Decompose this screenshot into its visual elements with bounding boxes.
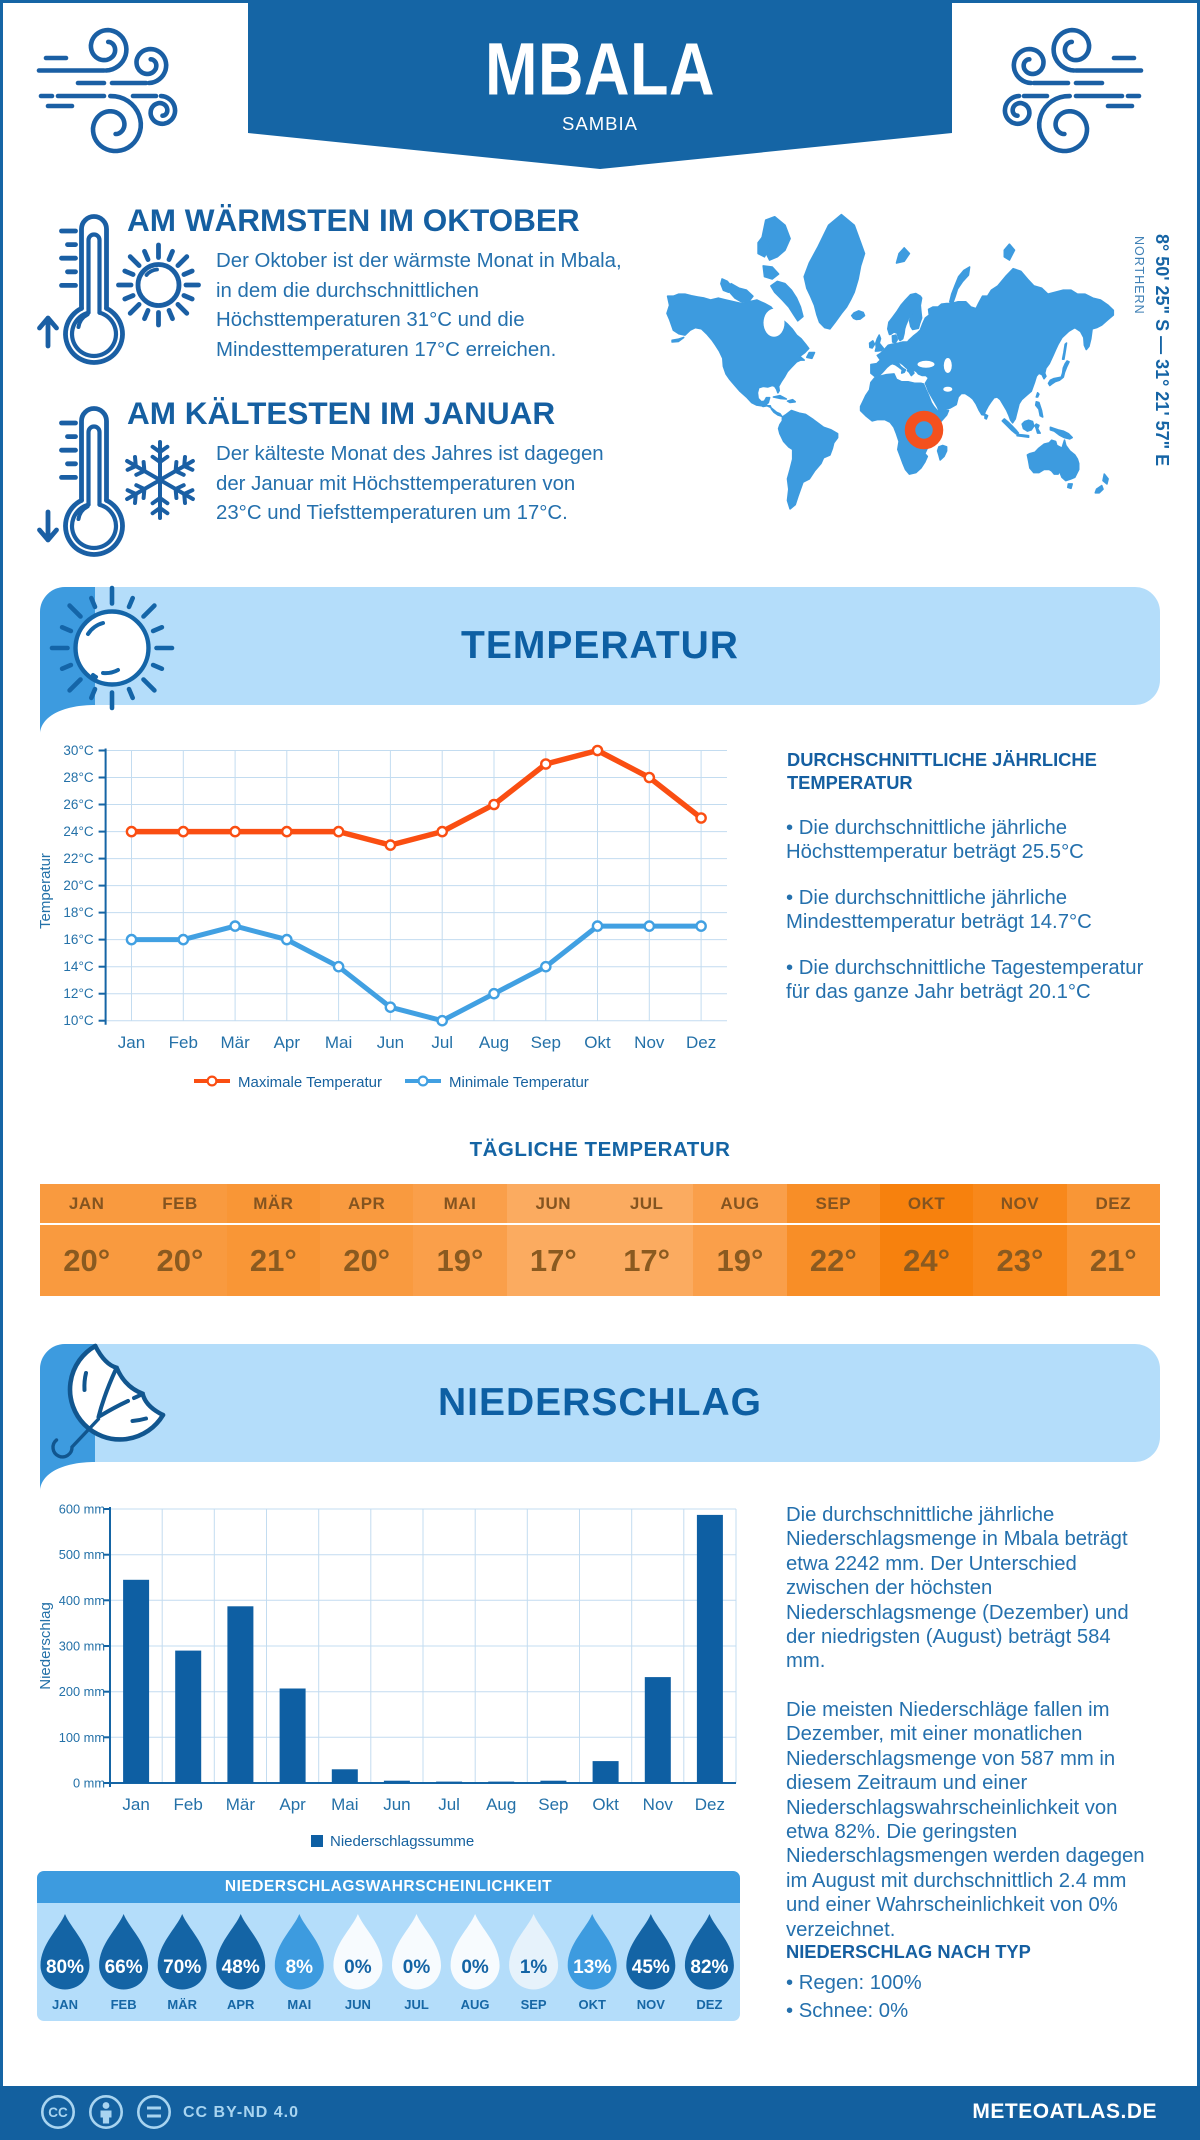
svg-text:Niederschlagssumme: Niederschlagssumme: [330, 1833, 474, 1850]
svg-text:Apr: Apr: [279, 1795, 306, 1814]
svg-text:Mai: Mai: [325, 1033, 352, 1052]
svg-text:0%: 0%: [461, 1957, 489, 1978]
svg-text:MAI: MAI: [287, 1997, 311, 2012]
svg-text:Minimale Temperatur: Minimale Temperatur: [449, 1074, 589, 1091]
svg-text:Jul: Jul: [431, 1033, 453, 1052]
svg-text:JUN: JUN: [345, 1997, 371, 2012]
svg-text:Nov: Nov: [634, 1033, 665, 1052]
svg-text:80%: 80%: [46, 1957, 84, 1978]
svg-text:66%: 66%: [105, 1957, 143, 1978]
svg-text:Okt: Okt: [592, 1795, 619, 1814]
svg-text:SEP: SEP: [521, 1997, 547, 2012]
svg-text:26°C: 26°C: [63, 797, 93, 812]
svg-text:FEB: FEB: [111, 1997, 137, 2012]
svg-text:Aug: Aug: [479, 1033, 509, 1052]
svg-text:0 mm: 0 mm: [73, 1776, 105, 1791]
svg-text:400 mm: 400 mm: [59, 1593, 105, 1608]
svg-text:OKT: OKT: [578, 1997, 606, 2012]
svg-text:10°C: 10°C: [63, 1013, 93, 1028]
svg-text:Jan: Jan: [122, 1795, 149, 1814]
svg-text:600 mm: 600 mm: [59, 1502, 105, 1517]
svg-text:500 mm: 500 mm: [59, 1547, 105, 1562]
svg-text:45%: 45%: [632, 1957, 670, 1978]
svg-text:82%: 82%: [690, 1957, 728, 1978]
svg-text:Sep: Sep: [531, 1033, 561, 1052]
svg-text:100 mm: 100 mm: [59, 1730, 105, 1745]
svg-text:1%: 1%: [520, 1957, 548, 1978]
svg-text:APR: APR: [227, 1997, 255, 2012]
svg-text:22°C: 22°C: [63, 851, 93, 866]
svg-text:JAN: JAN: [52, 1997, 78, 2012]
svg-text:MÄR: MÄR: [167, 1997, 197, 2012]
svg-text:300 mm: 300 mm: [59, 1639, 105, 1654]
svg-text:14°C: 14°C: [63, 959, 93, 974]
svg-text:JUL: JUL: [404, 1997, 429, 2012]
svg-text:13%: 13%: [573, 1957, 611, 1978]
svg-text:Mär: Mär: [226, 1795, 256, 1814]
svg-text:0%: 0%: [403, 1957, 431, 1978]
svg-text:Feb: Feb: [174, 1795, 203, 1814]
svg-text:0%: 0%: [344, 1957, 372, 1978]
svg-text:CC: CC: [48, 2105, 68, 2120]
svg-text:Okt: Okt: [584, 1033, 611, 1052]
svg-text:18°C: 18°C: [63, 905, 93, 920]
svg-text:Jan: Jan: [118, 1033, 145, 1052]
svg-text:8%: 8%: [286, 1957, 314, 1978]
svg-text:70%: 70%: [163, 1957, 201, 1978]
svg-text:NOV: NOV: [637, 1997, 666, 2012]
svg-text:Jul: Jul: [438, 1795, 460, 1814]
svg-text:48%: 48%: [222, 1957, 260, 1978]
svg-text:Niederschlag: Niederschlag: [40, 1602, 54, 1690]
svg-text:Jun: Jun: [383, 1795, 410, 1814]
svg-text:Sep: Sep: [538, 1795, 568, 1814]
svg-text:30°C: 30°C: [63, 743, 93, 758]
svg-text:DEZ: DEZ: [696, 1997, 722, 2012]
svg-text:Temperatur: Temperatur: [40, 853, 54, 929]
svg-text:Maximale Temperatur: Maximale Temperatur: [238, 1074, 382, 1091]
svg-text:Nov: Nov: [643, 1795, 674, 1814]
svg-text:Mai: Mai: [331, 1795, 358, 1814]
svg-text:Feb: Feb: [169, 1033, 198, 1052]
svg-text:12°C: 12°C: [63, 986, 93, 1001]
svg-text:Dez: Dez: [686, 1033, 716, 1052]
svg-text:Jun: Jun: [377, 1033, 404, 1052]
svg-text:24°C: 24°C: [63, 824, 93, 839]
svg-text:Aug: Aug: [486, 1795, 516, 1814]
svg-text:Mär: Mär: [220, 1033, 250, 1052]
svg-text:200 mm: 200 mm: [59, 1684, 105, 1699]
svg-text:16°C: 16°C: [63, 932, 93, 947]
svg-text:20°C: 20°C: [63, 878, 93, 893]
svg-text:28°C: 28°C: [63, 770, 93, 785]
svg-text:Apr: Apr: [274, 1033, 301, 1052]
svg-text:AUG: AUG: [461, 1997, 490, 2012]
svg-text:Dez: Dez: [695, 1795, 725, 1814]
